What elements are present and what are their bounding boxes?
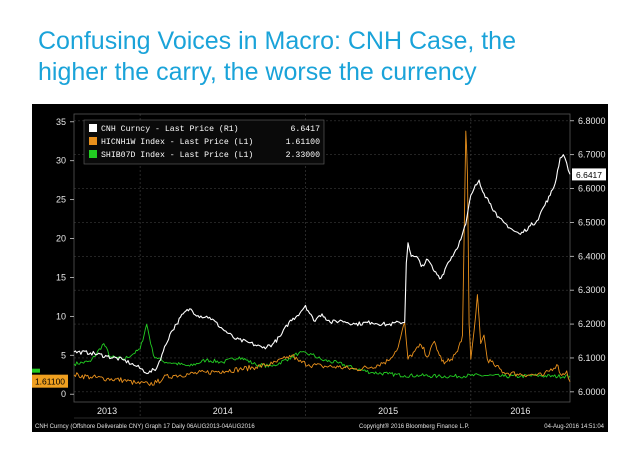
right-tick-label: 6.2000 bbox=[578, 319, 606, 329]
left-tick-label: 25 bbox=[56, 195, 66, 205]
left-tick-label: 0 bbox=[61, 389, 66, 399]
left-tick-label: 35 bbox=[56, 117, 66, 127]
last-value-tags: 6.6417 1.61100 bbox=[32, 168, 606, 388]
legend-value: 1.61100 bbox=[286, 138, 320, 147]
left-tick-label: 30 bbox=[56, 156, 66, 166]
series-line-hicnh1w bbox=[73, 130, 571, 386]
slide-title: Confusing Voices in Macro: CNH Case, the… bbox=[38, 26, 618, 88]
hicnh-last-value-tag bbox=[32, 374, 68, 388]
legend-label: HICNH1W Index - Last Price (L1) bbox=[101, 137, 253, 147]
series-line-cnh bbox=[73, 154, 571, 375]
footer-left: CNH Curncy (Offshore Deliverable CNY) Gr… bbox=[35, 424, 255, 430]
legend-swatch bbox=[89, 150, 97, 158]
shibor-left-tag bbox=[32, 368, 40, 373]
right-tick-label: 6.0000 bbox=[578, 387, 606, 397]
legend-box bbox=[83, 119, 325, 165]
cnh-last-value-label: 6.6417 bbox=[576, 170, 602, 180]
x-tick-label: 2015 bbox=[378, 406, 398, 416]
right-tick-label: 6.5000 bbox=[578, 217, 606, 227]
series-line-shib07d bbox=[73, 323, 571, 379]
right-tick-label: 6.8000 bbox=[578, 116, 606, 126]
legend-value: 2.33000 bbox=[286, 151, 320, 160]
left-tick-label: 15 bbox=[56, 272, 66, 282]
legend: CNH Curncy - Last Price (R1) 6.6417 HICNH1… bbox=[83, 119, 325, 165]
right-tick-label: 6.1000 bbox=[578, 353, 606, 363]
x-tick-label: 2014 bbox=[213, 406, 233, 416]
plot-frame bbox=[73, 113, 571, 403]
legend-swatch bbox=[89, 124, 97, 132]
right-tick-label: 6.4000 bbox=[578, 251, 606, 261]
axes-layer: 6.8000 6.7000 6.6000 6.5000 6.4000 6.3000 6.20… bbox=[56, 113, 606, 419]
left-tick-label: 10 bbox=[56, 311, 66, 321]
footer-center: Copyright® 2016 Bloomberg Finance L.P. bbox=[359, 423, 470, 430]
cnh-last-value-tag bbox=[572, 168, 606, 181]
legend-label: CNH Curncy - Last Price (R1) bbox=[101, 124, 239, 134]
chart-footer: CNH Curncy (Offshore Deliverable CNY) Gr… bbox=[35, 423, 605, 430]
left-tick-label: 5 bbox=[61, 350, 66, 360]
x-tick-label: 2013 bbox=[97, 406, 117, 416]
legend-value: 6.6417 bbox=[291, 125, 321, 134]
footer-right: 04-Aug-2016 14:51:04 bbox=[544, 424, 604, 430]
series-layer bbox=[73, 130, 571, 386]
legend-label: SHIB07D Index - Last Price (L1) bbox=[101, 150, 253, 160]
left-tick-label: 20 bbox=[56, 234, 66, 244]
legend-swatch bbox=[89, 137, 97, 145]
slide-title-line-1: Confusing Voices in Macro: CNH Case, the bbox=[38, 27, 516, 55]
hicnh-last-value-label: 1.61100 bbox=[35, 377, 65, 387]
right-tick-label: 6.3000 bbox=[578, 285, 606, 295]
chart-svg: 6.8000 6.7000 6.6000 6.5000 6.4000 6.3000 6.20… bbox=[32, 104, 608, 432]
right-tick-label: 6.7000 bbox=[578, 150, 606, 160]
slide-title-line-2: higher the carry, the worse the currency bbox=[38, 58, 477, 86]
x-tick-label: 2016 bbox=[510, 406, 530, 416]
right-tick-label: 6.6000 bbox=[578, 184, 606, 194]
bloomberg-chart: 6.8000 6.7000 6.6000 6.5000 6.4000 6.3000 6.20… bbox=[32, 104, 608, 432]
